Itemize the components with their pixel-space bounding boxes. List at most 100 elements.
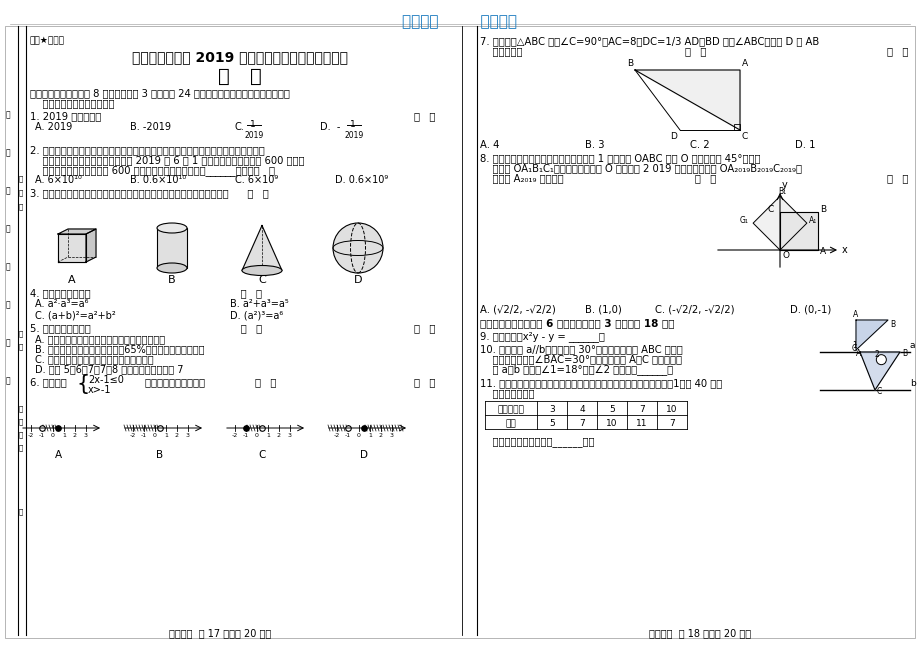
Text: 所示方式放置（∠BAC=30°），并且顶点 A，C 分别落在直: 所示方式放置（∠BAC=30°），并且顶点 A，C 分别落在直 <box>480 354 681 364</box>
Text: -2: -2 <box>334 433 340 438</box>
Text: 3: 3 <box>84 433 88 438</box>
Ellipse shape <box>242 265 282 276</box>
Text: 10: 10 <box>606 419 617 428</box>
Text: 在: 在 <box>6 110 10 119</box>
Text: B: B <box>156 450 164 460</box>
Text: 10. 已知直线 a//b，将一块含 30°角的直角三角板 ABC 按如图: 10. 已知直线 a//b，将一块含 30°角的直角三角板 ABC 按如图 <box>480 344 682 354</box>
Text: 1: 1 <box>368 433 371 438</box>
Text: A. 2019: A. 2019 <box>35 122 73 132</box>
Polygon shape <box>779 212 817 250</box>
Text: C.: C. <box>234 122 244 132</box>
Text: A. 6×10¹⁰: A. 6×10¹⁰ <box>35 175 82 185</box>
Text: 生的捐书情况：: 生的捐书情况： <box>480 388 534 398</box>
Polygon shape <box>634 70 739 130</box>
Text: 2x-1≤0: 2x-1≤0 <box>88 375 124 385</box>
Text: 1: 1 <box>350 120 356 129</box>
Text: 有一项是符合题目要求的）: 有一项是符合题目要求的） <box>30 98 114 108</box>
Text: 9. 因式分解：x²y - y = ______。: 9. 因式分解：x²y - y = ______。 <box>480 331 604 342</box>
Text: 7: 7 <box>668 419 675 428</box>
Text: 7: 7 <box>578 419 584 428</box>
Text: 3. 下列四个立体图形中，其主视图是轴对称图形但不是中心对称图形的是      （   ）: 3. 下列四个立体图形中，其主视图是轴对称图形但不是中心对称图形的是 （ ） <box>30 188 268 198</box>
Text: 5: 5 <box>608 405 614 414</box>
Text: 3: 3 <box>390 433 393 438</box>
Text: 无: 无 <box>6 338 10 347</box>
Text: 8. 如图，在平面直角坐标系中，将边长为 1 的正方形 OABC 绕点 O 顺时针旋转 45°后得到: 8. 如图，在平面直角坐标系中，将边长为 1 的正方形 OABC 绕点 O 顺时… <box>480 153 760 163</box>
Polygon shape <box>85 229 96 262</box>
Text: 2: 2 <box>873 350 879 359</box>
Text: 数   学: 数 学 <box>218 67 262 86</box>
Text: （   ）: （ ） <box>414 377 435 387</box>
Text: B. -2019: B. -2019 <box>130 122 171 132</box>
Text: -1: -1 <box>345 433 351 438</box>
Text: （   ）: （ ） <box>414 111 435 121</box>
Circle shape <box>876 355 885 365</box>
Text: 4: 4 <box>579 405 584 414</box>
Text: 5: 5 <box>549 419 554 428</box>
Text: 2: 2 <box>379 433 382 438</box>
Text: B. a²+a³=a⁵: B. a²+a³=a⁵ <box>230 299 289 309</box>
Text: 11. 为了建设书香校园，某校七年级的同学积极捐书，下表统计了七（1）班 40 名学: 11. 为了建设书香校园，某校七年级的同学积极捐书，下表统计了七（1）班 40 … <box>480 378 721 388</box>
Text: 毕: 毕 <box>19 405 23 411</box>
Polygon shape <box>242 226 282 270</box>
Text: A: A <box>54 450 62 460</box>
Text: -1: -1 <box>141 433 147 438</box>
Text: 线 a，b 上，若∠1=18°，则∠2 的度数是______。: 线 a，b 上，若∠1=18°，则∠2 的度数是______。 <box>480 364 673 375</box>
Text: D. (a²)³=a⁶: D. (a²)³=a⁶ <box>230 310 283 320</box>
Text: 正方形 OA₁B₁C₁，依此方式，绕点 O 连续旋转 2 019 次后得到正方形 OA₂₀₁₉B₂₀₁₉C₂₀₁₉，: 正方形 OA₁B₁C₁，依此方式，绕点 O 连续旋转 2 019 次后得到正方形… <box>480 163 801 173</box>
Text: 元: 元 <box>19 508 23 515</box>
Text: 1: 1 <box>164 433 168 438</box>
Text: D.  -: D. - <box>320 122 340 132</box>
Ellipse shape <box>157 223 187 233</box>
Text: 数学试卷  第 18 页（共 20 页）: 数学试卷 第 18 页（共 20 页） <box>648 628 750 638</box>
Text: 号: 号 <box>19 203 23 209</box>
Text: 1: 1 <box>250 120 255 129</box>
Text: y: y <box>781 180 787 190</box>
Text: 考: 考 <box>19 175 23 181</box>
Text: B: B <box>901 349 906 358</box>
Text: C: C <box>258 450 266 460</box>
Text: 数学试卷  第 17 页（共 20 页）: 数学试卷 第 17 页（共 20 页） <box>169 628 271 638</box>
Text: （   ）: （ ） <box>886 46 907 56</box>
Text: 7: 7 <box>639 405 644 414</box>
Text: O: O <box>782 251 789 260</box>
Text: C: C <box>767 205 774 214</box>
Text: 11: 11 <box>636 419 647 428</box>
Text: 3: 3 <box>288 433 291 438</box>
Text: 的距离等于                                                    （   ）: 的距离等于 （ ） <box>480 46 706 56</box>
Text: 精品文档        欢迎下载: 精品文档 欢迎下载 <box>403 14 517 29</box>
Text: 此: 此 <box>6 148 10 157</box>
Text: 6. 不等式组: 6. 不等式组 <box>30 377 67 387</box>
Text: C: C <box>258 275 266 285</box>
Bar <box>157 228 187 268</box>
Text: C. 6×10⁹: C. 6×10⁹ <box>234 175 278 185</box>
Text: A₁: A₁ <box>808 216 816 225</box>
Text: B: B <box>819 205 825 214</box>
Text: 湖南省张家界市 2019 年普通初中学业水平考试试卷: 湖南省张家界市 2019 年普通初中学业水平考试试卷 <box>131 50 347 64</box>
Text: C: C <box>742 132 747 141</box>
Text: B. 0.6×10¹⁰: B. 0.6×10¹⁰ <box>130 175 186 185</box>
Text: 正常秩序，经国务院批准，决定于 2019 年 6 月 1 日起，对原产于美国的 600 亿美元: 正常秩序，经国务院批准，决定于 2019 年 6 月 1 日起，对原产于美国的 … <box>30 155 304 165</box>
Text: x: x <box>841 245 846 255</box>
Text: 业: 业 <box>19 418 23 424</box>
Text: B. 3: B. 3 <box>584 140 604 150</box>
Text: 7. 如图，在△ABC 中，∠C=90°，AC=8，DC=1/3 AD，BD 平分∠ABC，则点 D 到 AB: 7. 如图，在△ABC 中，∠C=90°，AC=8，DC=1/3 AD，BD 平… <box>480 36 818 46</box>
Text: A: A <box>853 310 857 319</box>
Text: B₁: B₁ <box>777 187 785 196</box>
Text: D: D <box>354 275 362 285</box>
Polygon shape <box>58 229 96 234</box>
Text: -1: -1 <box>39 433 45 438</box>
Text: D: D <box>359 450 368 460</box>
Text: （   ）: （ ） <box>414 323 435 333</box>
Circle shape <box>333 223 382 273</box>
Polygon shape <box>753 196 806 250</box>
Text: D: D <box>669 132 676 141</box>
Text: 1: 1 <box>266 433 269 438</box>
Text: 10: 10 <box>665 405 677 414</box>
Text: G₁: G₁ <box>738 216 747 225</box>
Text: 学: 学 <box>19 431 23 437</box>
Text: 绝密★启用前: 绝密★启用前 <box>30 36 65 45</box>
Text: A. a²·a³=a⁶: A. a²·a³=a⁶ <box>35 299 88 309</box>
Text: A. 打开电视机，正在播放张家界新闻是必然事件: A. 打开电视机，正在播放张家界新闻是必然事件 <box>35 334 165 344</box>
Text: 题: 题 <box>6 300 10 309</box>
Text: 0: 0 <box>255 433 258 438</box>
